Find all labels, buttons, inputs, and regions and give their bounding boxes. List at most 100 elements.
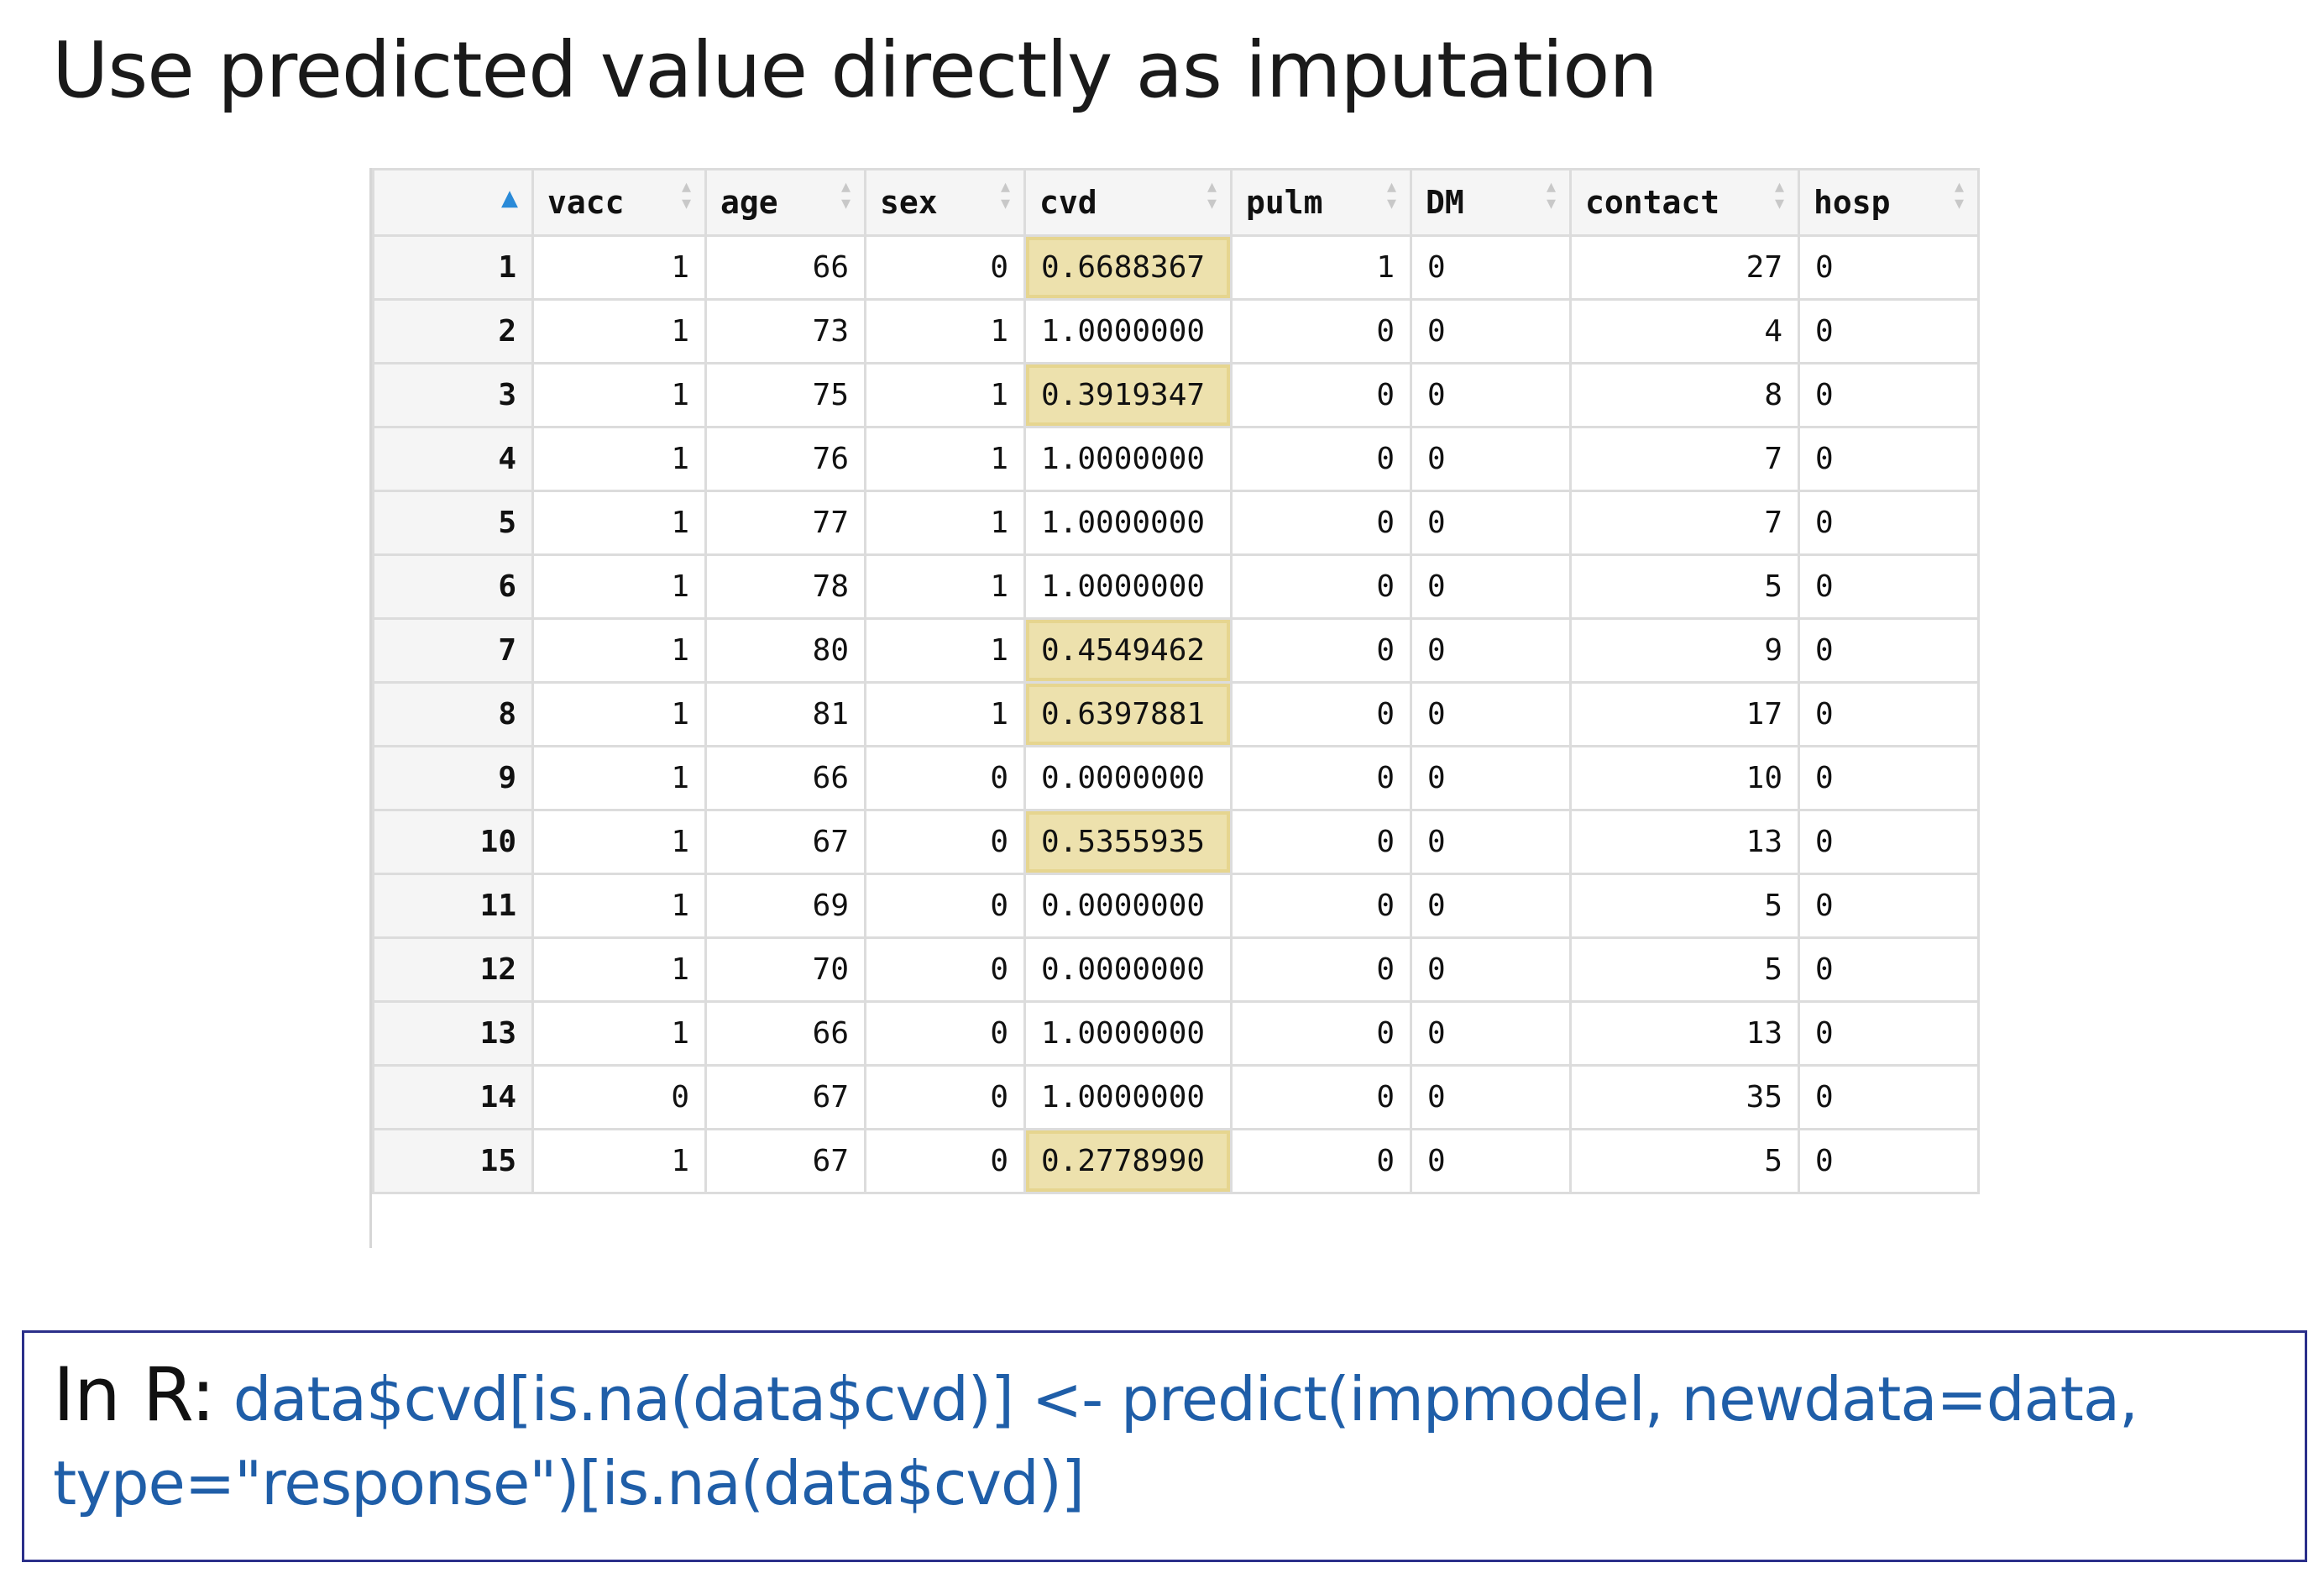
cell-cvd: 1.0000000 bbox=[1023, 426, 1233, 492]
cell-dm: 0 bbox=[1410, 745, 1572, 811]
cell-age: 81 bbox=[704, 681, 866, 747]
cell-sex: 1 bbox=[864, 298, 1026, 364]
table-header-row: ▲ vacc ▴ ▾ age ▴ ▾ sex ▴ ▾ cvd ▴ ▾ bbox=[372, 168, 1980, 237]
cell-sex: 0 bbox=[864, 936, 1026, 1003]
cell-age: 69 bbox=[704, 873, 866, 939]
table-row: 12 1 70 0 0.0000000 0 0 5 0 bbox=[372, 936, 1980, 1003]
cell-hosp: 0 bbox=[1798, 1064, 1980, 1130]
cell-contact: 5 bbox=[1569, 1128, 1800, 1194]
cell-pulm: 0 bbox=[1230, 681, 1412, 747]
slide-title: Use predicted value directly as imputati… bbox=[52, 25, 1658, 115]
row-number-cell: 13 bbox=[372, 1000, 534, 1067]
column-header-label: age bbox=[720, 184, 778, 221]
row-number-cell: 5 bbox=[372, 490, 534, 556]
cell-sex: 1 bbox=[864, 426, 1026, 492]
cell-vacc: 1 bbox=[531, 426, 707, 492]
row-number-cell: 8 bbox=[372, 681, 534, 747]
cell-sex: 0 bbox=[864, 745, 1026, 811]
code-prefix: In R: bbox=[53, 1351, 216, 1438]
cell-cvd: 0.0000000 bbox=[1023, 936, 1233, 1003]
row-number-cell: 2 bbox=[372, 298, 534, 364]
cell-pulm: 0 bbox=[1230, 553, 1412, 620]
table-row: 9 1 66 0 0.0000000 0 0 10 0 bbox=[372, 745, 1980, 811]
sort-ascending-icon[interactable]: ▲ bbox=[501, 186, 518, 211]
cell-dm: 0 bbox=[1410, 617, 1572, 684]
sort-toggle-icon[interactable]: ▴ ▾ bbox=[1000, 176, 1010, 214]
cell-dm: 0 bbox=[1410, 681, 1572, 747]
sort-toggle-icon[interactable]: ▴ ▾ bbox=[1386, 176, 1396, 214]
column-header-rowname[interactable]: ▲ bbox=[372, 168, 534, 237]
cell-hosp: 0 bbox=[1798, 362, 1980, 428]
code-text-line-1: data$cvd[is.na(data$cvd)] <- predict(imp… bbox=[233, 1364, 2138, 1434]
sort-toggle-icon[interactable]: ▴ ▾ bbox=[1206, 176, 1217, 214]
sort-toggle-icon[interactable]: ▴ ▾ bbox=[840, 176, 851, 214]
cell-dm: 0 bbox=[1410, 809, 1572, 875]
column-header-label: DM bbox=[1426, 184, 1464, 221]
cell-dm: 0 bbox=[1410, 873, 1572, 939]
table-row: 1 1 66 0 0.6688367 1 0 27 0 bbox=[372, 234, 1980, 301]
sort-toggle-icon[interactable]: ▴ ▾ bbox=[1546, 176, 1556, 214]
table-row: 4 1 76 1 1.0000000 0 0 7 0 bbox=[372, 426, 1980, 492]
column-header-age[interactable]: age ▴ ▾ bbox=[704, 168, 866, 237]
cell-pulm: 0 bbox=[1230, 936, 1412, 1003]
cell-pulm: 0 bbox=[1230, 617, 1412, 684]
cell-vacc: 1 bbox=[531, 553, 707, 620]
row-number-cell: 4 bbox=[372, 426, 534, 492]
cell-contact: 13 bbox=[1569, 809, 1800, 875]
column-header-hosp[interactable]: hosp ▴ ▾ bbox=[1798, 168, 1980, 237]
cell-contact: 4 bbox=[1569, 298, 1800, 364]
cell-pulm: 0 bbox=[1230, 490, 1412, 556]
sort-toggle-icon[interactable]: ▴ ▾ bbox=[681, 176, 691, 214]
sort-toggle-icon[interactable]: ▴ ▾ bbox=[1954, 176, 1964, 214]
sort-toggle-icon[interactable]: ▴ ▾ bbox=[1774, 176, 1784, 214]
column-header-dm[interactable]: DM ▴ ▾ bbox=[1410, 168, 1572, 237]
column-header-label: pulm bbox=[1246, 184, 1323, 221]
cell-sex: 1 bbox=[864, 490, 1026, 556]
cell-vacc: 1 bbox=[531, 298, 707, 364]
column-header-vacc[interactable]: vacc ▴ ▾ bbox=[531, 168, 707, 237]
cell-age: 73 bbox=[704, 298, 866, 364]
table-row: 15 1 67 0 0.2778990 0 0 5 0 bbox=[372, 1128, 1980, 1194]
table-row: 13 1 66 0 1.0000000 0 0 13 0 bbox=[372, 1000, 1980, 1067]
cell-vacc: 1 bbox=[531, 936, 707, 1003]
cell-contact: 5 bbox=[1569, 553, 1800, 620]
cell-age: 80 bbox=[704, 617, 866, 684]
column-header-pulm[interactable]: pulm ▴ ▾ bbox=[1230, 168, 1412, 237]
cell-vacc: 1 bbox=[531, 1000, 707, 1067]
cell-vacc: 1 bbox=[531, 681, 707, 747]
cell-hosp: 0 bbox=[1798, 873, 1980, 939]
column-header-label: hosp bbox=[1814, 184, 1891, 221]
row-number-cell: 14 bbox=[372, 1064, 534, 1130]
cell-contact: 27 bbox=[1569, 234, 1800, 301]
column-header-label: contact bbox=[1585, 184, 1720, 221]
cell-contact: 8 bbox=[1569, 362, 1800, 428]
table-row: 11 1 69 0 0.0000000 0 0 5 0 bbox=[372, 873, 1980, 939]
cell-sex: 0 bbox=[864, 1128, 1026, 1194]
cell-age: 67 bbox=[704, 1128, 866, 1194]
column-header-sex[interactable]: sex ▴ ▾ bbox=[864, 168, 1026, 237]
cell-cvd: 1.0000000 bbox=[1023, 298, 1233, 364]
cell-sex: 0 bbox=[864, 234, 1026, 301]
row-number-cell: 6 bbox=[372, 553, 534, 620]
cell-pulm: 0 bbox=[1230, 809, 1412, 875]
cell-dm: 0 bbox=[1410, 490, 1572, 556]
cell-age: 70 bbox=[704, 936, 866, 1003]
cell-dm: 0 bbox=[1410, 553, 1572, 620]
cell-contact: 10 bbox=[1569, 745, 1800, 811]
cell-contact: 7 bbox=[1569, 490, 1800, 556]
column-header-cvd[interactable]: cvd ▴ ▾ bbox=[1023, 168, 1233, 237]
cell-cvd: 0.0000000 bbox=[1023, 873, 1233, 939]
cell-pulm: 0 bbox=[1230, 1000, 1412, 1067]
cell-pulm: 0 bbox=[1230, 873, 1412, 939]
column-header-label: cvd bbox=[1039, 184, 1097, 221]
cell-age: 75 bbox=[704, 362, 866, 428]
cell-cvd: 0.0000000 bbox=[1023, 745, 1233, 811]
cell-dm: 0 bbox=[1410, 1064, 1572, 1130]
cell-dm: 0 bbox=[1410, 1000, 1572, 1067]
cell-cvd: 1.0000000 bbox=[1023, 1064, 1233, 1130]
cell-vacc: 1 bbox=[531, 809, 707, 875]
cell-cvd: 1.0000000 bbox=[1023, 490, 1233, 556]
cell-dm: 0 bbox=[1410, 426, 1572, 492]
column-header-contact[interactable]: contact ▴ ▾ bbox=[1569, 168, 1800, 237]
cell-hosp: 0 bbox=[1798, 936, 1980, 1003]
